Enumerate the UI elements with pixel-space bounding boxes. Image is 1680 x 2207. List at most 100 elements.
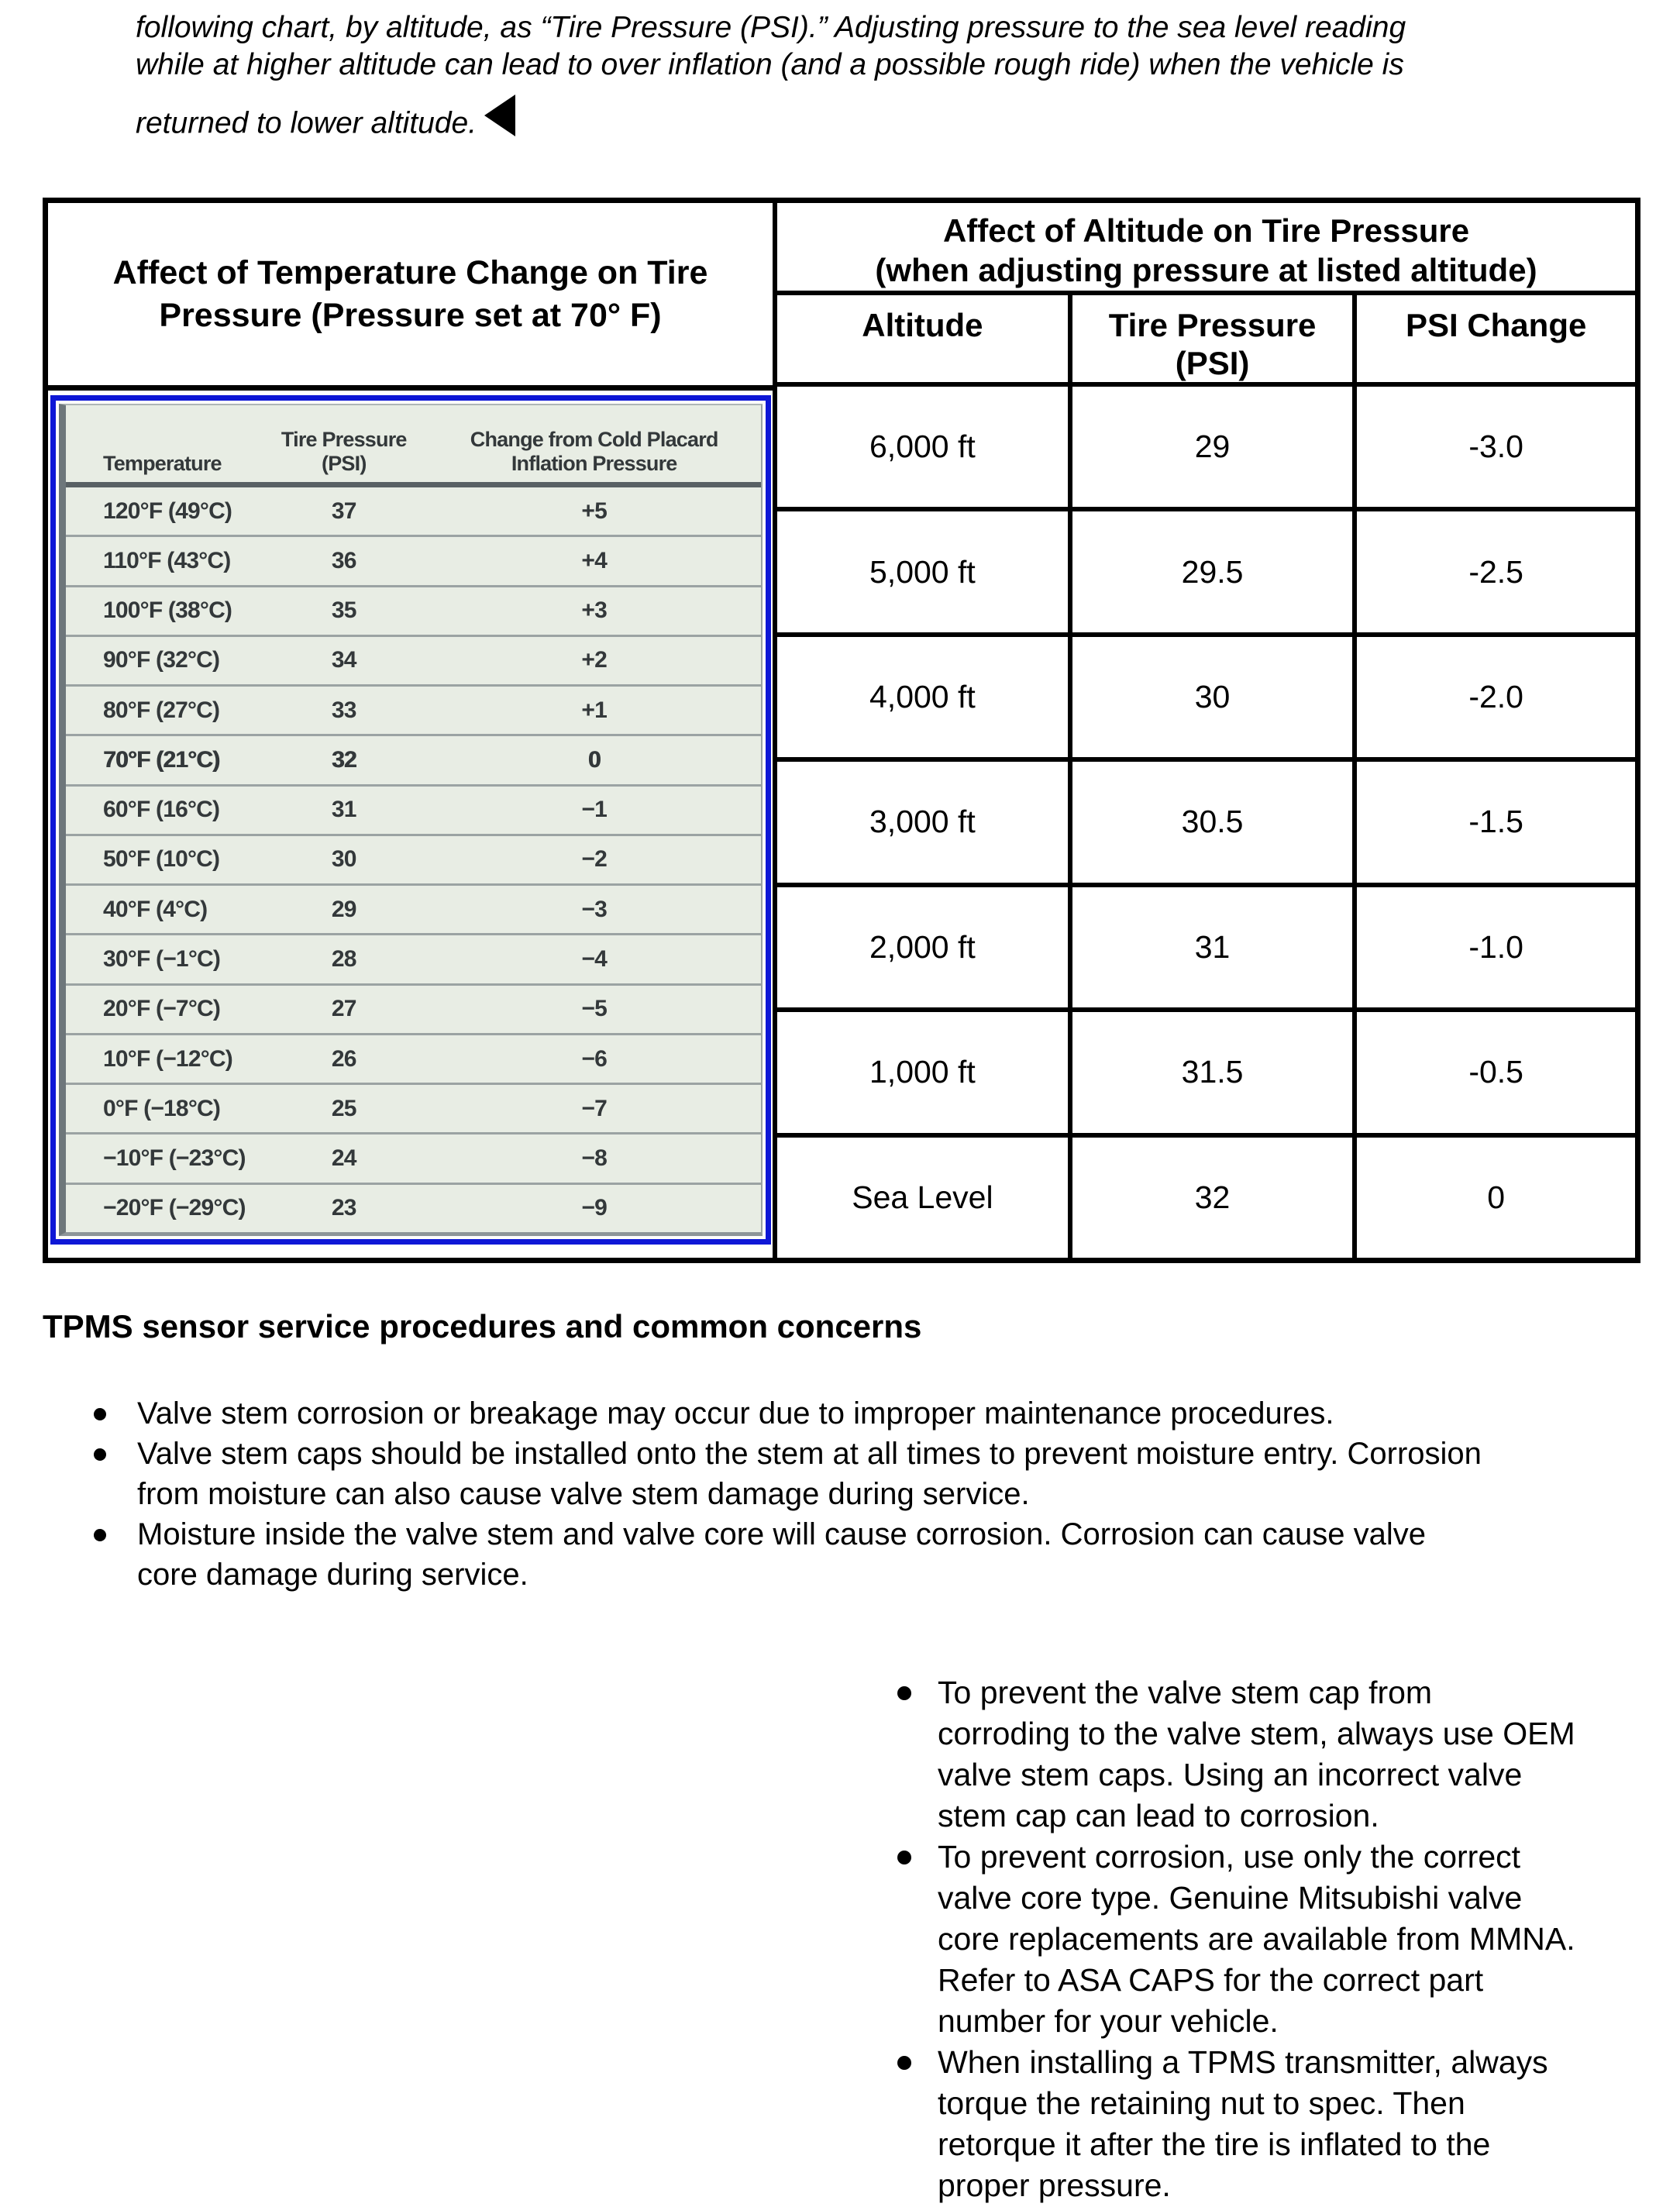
psi-cell: 29 (1072, 387, 1358, 508)
temperature-cell: 50°F (10°C) (103, 846, 220, 873)
bullet-dot-icon (897, 2056, 911, 2070)
temperature-column-header: Temperature (103, 452, 222, 475)
change-cell: −2 (581, 846, 607, 873)
change-cell: −1 (581, 797, 607, 823)
temperature-table-header-row: Temperature Tire Pressure (PSI) Change f… (66, 405, 761, 487)
change-cell: −6 (581, 1045, 607, 1072)
change-cell: −4 (581, 946, 607, 973)
table-row: 110°F (43°C) 36 +4 (66, 535, 761, 584)
table-row: 1,000 ft 31.5 -0.5 (777, 1007, 1635, 1133)
psi-cell: 27 (331, 996, 357, 1022)
psi-change-cell: -2.0 (1468, 679, 1523, 715)
temperature-table-title: Affect of Temperature Change on Tire Pre… (48, 203, 773, 391)
psi-cell: 31 (1072, 887, 1358, 1008)
intro-line-1: following chart, by altitude, as “Tire P… (136, 11, 1406, 44)
table-row: 60°F (16°C) 31 −1 (66, 783, 761, 834)
change-cell: −8 (581, 1145, 607, 1172)
psi-change-cell: -0.5 (1468, 1054, 1523, 1090)
change-cell: −3 (581, 896, 607, 922)
psi-cell: 23 (331, 1195, 357, 1221)
psi-cell: 33 (331, 697, 357, 723)
tire-pressure-column-header: Tire Pressure (PSI) (281, 428, 408, 475)
psi-cell: 37 (331, 498, 357, 524)
psi-change-cell: -1.0 (1468, 928, 1523, 965)
temperature-chart-photo: Temperature Tire Pressure (PSI) Change f… (50, 395, 771, 1245)
tpms-section-heading: TPMS sensor service procedures and commo… (43, 1308, 922, 1345)
change-cell: +3 (581, 597, 607, 624)
change-cell: +4 (581, 547, 607, 573)
psi-change-cell: -1.5 (1468, 804, 1523, 840)
list-item-text: Valve stem caps should be installed onto… (137, 1437, 1482, 1511)
temperature-cell: 0°F (−18°C) (103, 1095, 221, 1121)
altitude-cell: 2,000 ft (777, 887, 1072, 1008)
list-item: To prevent the valve stem cap from corro… (897, 1672, 1672, 1837)
temperature-chart-panel: Temperature Tire Pressure (PSI) Change f… (59, 404, 763, 1236)
list-item: Valve stem caps should be installed onto… (94, 1434, 1651, 1514)
table-row: −20°F (−29°C) 23 −9 (66, 1182, 761, 1232)
psi-change-cell: 0 (1487, 1179, 1506, 1215)
psi-cell: 31.5 (1072, 1012, 1358, 1133)
bullet-dot-icon (897, 1851, 911, 1864)
table-row: 120°F (49°C) 37 +5 (66, 487, 761, 535)
intro-line-3: returned to lower altitude. (136, 95, 1678, 146)
psi-cell: 26 (331, 1045, 357, 1072)
psi-cell: 35 (331, 597, 357, 624)
temperature-cell: 70°F (21°C) (103, 746, 220, 773)
table-row: 90°F (32°C) 34 +2 (66, 634, 761, 684)
change-column-header: Change from Cold Placard Inflation Press… (470, 428, 719, 475)
altitude-cell: 6,000 ft (777, 387, 1072, 508)
altitude-cell: Sea Level (777, 1137, 1072, 1258)
psi-cell: 36 (331, 547, 357, 573)
table-row: 40°F (4°C) 29 −3 (66, 883, 761, 933)
altitude-table-header-row: Altitude Tire Pressure (PSI) PSI Change (777, 295, 1635, 387)
altitude-table-title: Affect of Altitude on Tire Pressure (whe… (777, 203, 1635, 295)
psi-cell: 29.5 (1072, 511, 1358, 632)
temperature-cell: 40°F (4°C) (103, 896, 208, 922)
list-item-text: To prevent corrosion, use only the corre… (938, 1839, 1575, 2039)
change-cell: +5 (581, 498, 607, 524)
psi-cell: 30 (331, 846, 357, 873)
list-item: Valve stem corrosion or breakage may occ… (94, 1393, 1651, 1434)
temperature-cell: 10°F (−12°C) (103, 1045, 233, 1072)
altitude-column-header: Altitude (777, 295, 1072, 382)
list-item: To prevent corrosion, use only the corre… (897, 1837, 1672, 2042)
change-cell: +1 (581, 697, 607, 723)
change-cell: −7 (581, 1095, 607, 1121)
temperature-table-rows: 120°F (49°C) 37 +5 110°F (43°C) 36 +4 (66, 487, 761, 1232)
table-row: 20°F (−7°C) 27 −5 (66, 983, 761, 1033)
bullet-dot-icon (94, 1448, 106, 1461)
table-row: 2,000 ft 31 -1.0 (777, 882, 1635, 1008)
table-row: 3,000 ft 30.5 -1.5 (777, 757, 1635, 883)
table-row: 10°F (−12°C) 26 −6 (66, 1032, 761, 1083)
table-row: 4,000 ft 30 -2.0 (777, 632, 1635, 758)
temperature-table-section: Affect of Temperature Change on Tire Pre… (48, 203, 777, 1258)
psi-cell: 24 (331, 1145, 357, 1172)
table-row: Sea Level 32 0 (777, 1132, 1635, 1258)
temperature-cell: 100°F (38°C) (103, 597, 232, 624)
temperature-cell: 120°F (49°C) (103, 498, 232, 524)
psi-cell: 31 (331, 797, 357, 823)
table-row: 70°F (21°C) 32 0 (66, 734, 761, 783)
table-row: −10°F (−23°C) 24 −8 (66, 1132, 761, 1182)
psi-cell: 29 (331, 896, 357, 922)
psi-change-cell: -2.5 (1468, 553, 1523, 590)
table-row: 0°F (−18°C) 25 −7 (66, 1083, 761, 1132)
tpms-concerns-list: Valve stem corrosion or breakage may occ… (94, 1393, 1651, 1595)
temperature-cell: 110°F (43°C) (103, 547, 231, 573)
psi-cell: 25 (331, 1095, 357, 1121)
revision-marker-triangle-icon (484, 95, 516, 136)
list-item: When installing a TPMS transmitter, alwa… (897, 2042, 1672, 2206)
temperature-cell: −20°F (−29°C) (103, 1195, 246, 1221)
altitude-table-rows: 6,000 ft 29 -3.0 5,000 ft 29.5 -2.5 4,00… (777, 387, 1635, 1258)
table-row: 50°F (10°C) 30 −2 (66, 833, 761, 883)
altitude-table-section: Affect of Altitude on Tire Pressure (whe… (777, 203, 1635, 1258)
psi-change-column-header: PSI Change (1405, 307, 1587, 343)
table-row: 100°F (38°C) 35 +3 (66, 584, 761, 635)
psi-cell: 34 (331, 647, 357, 673)
temperature-cell: 90°F (32°C) (103, 647, 220, 673)
bullet-dot-icon (94, 1408, 106, 1420)
list-item-text: When installing a TPMS transmitter, alwa… (938, 2044, 1548, 2203)
temperature-table-body: Temperature Tire Pressure (PSI) Change f… (48, 391, 773, 1258)
table-row: 80°F (27°C) 33 +1 (66, 684, 761, 734)
